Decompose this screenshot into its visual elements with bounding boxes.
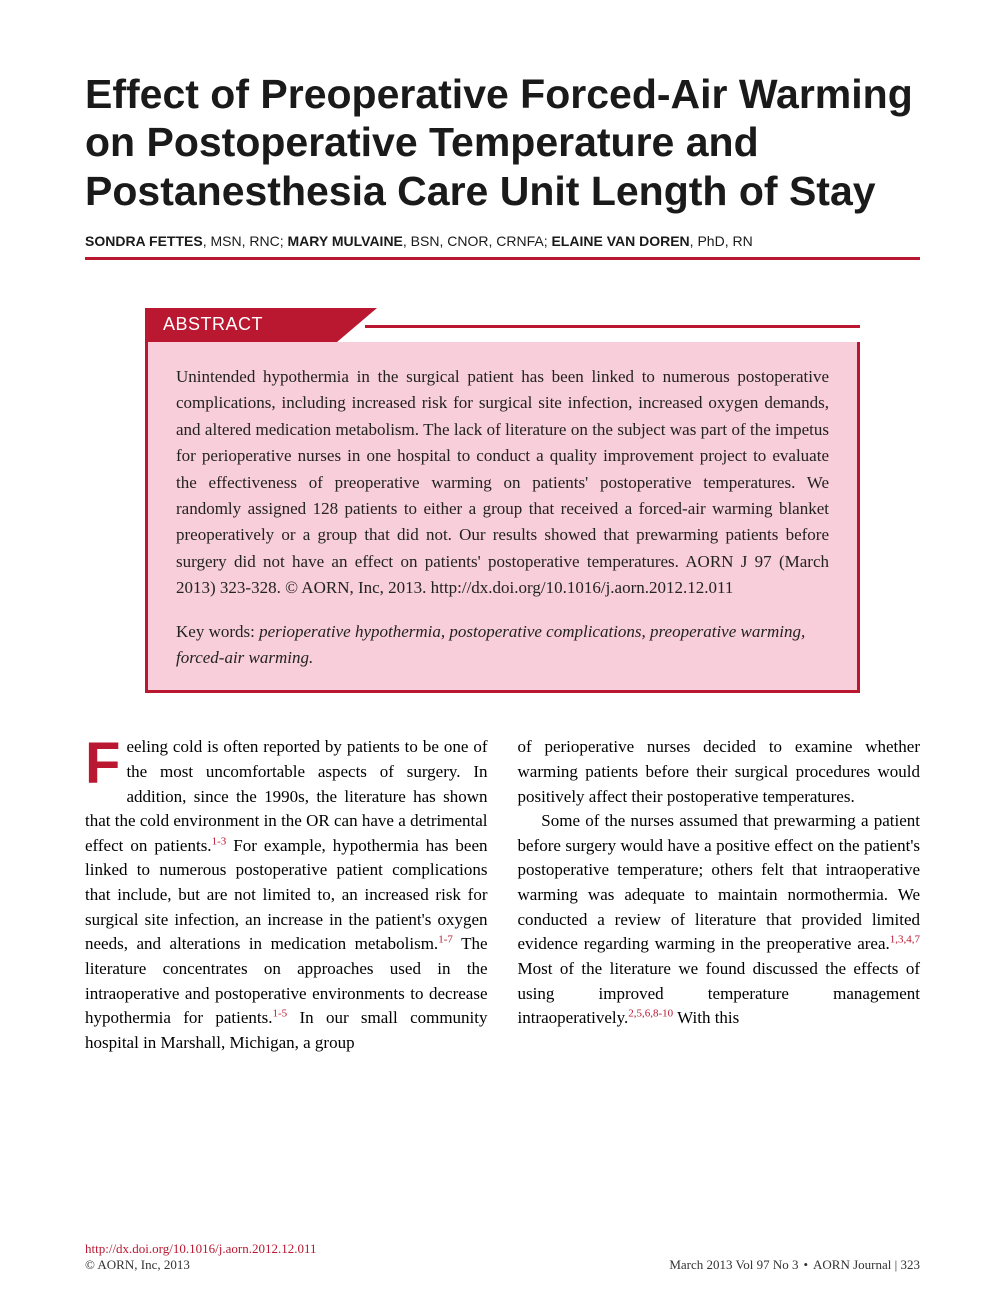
citation-sup-5: 2,5,6,8-10: [628, 1008, 673, 1020]
body-paragraph-1: Feeling cold is often reported by patien…: [85, 735, 488, 1055]
author-name-1: SONDRA FETTES: [85, 233, 203, 249]
journal-page: Effect of Preoperative Forced-Air Warmin…: [0, 0, 1005, 1086]
column-right: of perioperative nurses decided to exami…: [518, 735, 921, 1055]
body-p3-c: With this: [673, 1008, 739, 1027]
footer-right: March 2013 Vol 97 No 3•AORN Journal | 32…: [669, 1257, 920, 1273]
author-name-3: ELAINE VAN DOREN: [551, 233, 689, 249]
footer-journal: AORN Journal: [813, 1257, 891, 1272]
author-cred-1: MSN, RNC: [211, 233, 280, 249]
abstract-top-rule: [365, 325, 860, 328]
author-cred-2: BSN, CNOR, CRNFA: [411, 233, 544, 249]
abstract-keywords: Key words: perioperative hypothermia, po…: [176, 619, 829, 670]
footer-doi: http://dx.doi.org/10.1016/j.aorn.2012.12…: [85, 1241, 316, 1257]
dropcap: F: [85, 735, 126, 788]
citation-sup-1: 1-3: [212, 835, 227, 847]
footer-dot-icon: •: [798, 1257, 813, 1272]
abstract-text: Unintended hypothermia in the surgical p…: [176, 364, 829, 601]
keywords-list: perioperative hypothermia, postoperative…: [176, 622, 805, 667]
body-columns: Feeling cold is often reported by patien…: [85, 735, 920, 1055]
abstract-heading: ABSTRACT: [163, 314, 263, 335]
page-footer: http://dx.doi.org/10.1016/j.aorn.2012.12…: [85, 1241, 920, 1273]
citation-sup-3: 1-5: [273, 1008, 288, 1020]
column-left: Feeling cold is often reported by patien…: [85, 735, 488, 1055]
footer-left: http://dx.doi.org/10.1016/j.aorn.2012.12…: [85, 1241, 316, 1273]
author-cred-3: PhD, RN: [697, 233, 752, 249]
footer-issue: March 2013 Vol 97 No 3: [669, 1257, 798, 1272]
body-paragraph-3: Some of the nurses assumed that prewarmi…: [518, 809, 921, 1031]
footer-copyright: © AORN, Inc, 2013: [85, 1257, 316, 1273]
abstract-tab: ABSTRACT: [145, 308, 860, 342]
citation-sup-4: 1,3,4,7: [890, 934, 920, 946]
body-p3-a: Some of the nurses assumed that prewarmi…: [518, 811, 921, 953]
abstract-box: ABSTRACT Unintended hypothermia in the s…: [145, 308, 860, 693]
article-title: Effect of Preoperative Forced-Air Warmin…: [85, 70, 920, 215]
keywords-label: Key words:: [176, 622, 259, 641]
citation-sup-2: 1-7: [438, 934, 453, 946]
author-name-2: MARY MULVAINE: [288, 233, 403, 249]
footer-page: 323: [901, 1257, 921, 1272]
body-paragraph-2: of perioperative nurses decided to exami…: [518, 735, 921, 809]
abstract-body: Unintended hypothermia in the surgical p…: [145, 342, 860, 693]
authors-line: SONDRA FETTES, MSN, RNC; MARY MULVAINE, …: [85, 233, 920, 249]
title-underline: [85, 257, 920, 260]
